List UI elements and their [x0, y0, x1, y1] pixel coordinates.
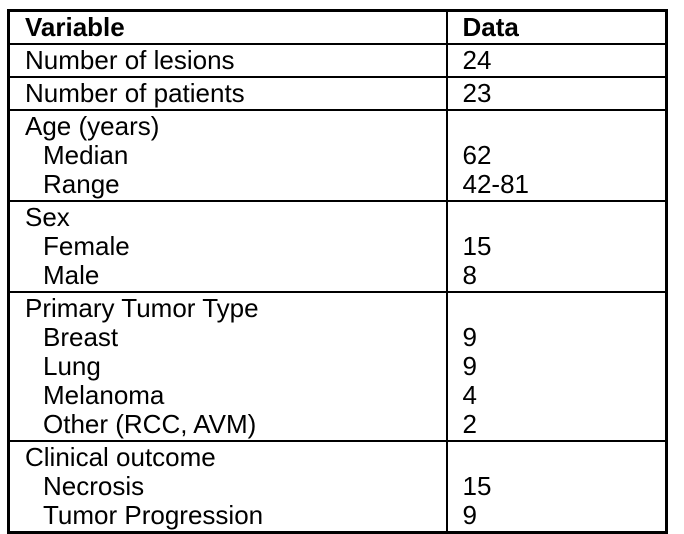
patient-statistics-table-container: Variable Data Number of lesions 24 Numbe…: [7, 9, 668, 534]
column-header-variable: Variable: [7, 9, 448, 45]
group-value-blank: [463, 443, 662, 472]
table-row-age: Age (years) Median Range 62 42-81: [7, 109, 668, 202]
group-value-blank: [463, 203, 662, 232]
sub-row-label: Male: [43, 260, 100, 290]
sub-row-value: 15: [462, 231, 492, 261]
group-label: Age (years): [25, 111, 160, 141]
sub-row-label: Median: [43, 140, 129, 170]
sub-row-value: 9: [462, 322, 477, 352]
column-header-variable-label: Variable: [25, 12, 125, 42]
sub-row-value: 42-81: [462, 169, 530, 199]
variable-cell: Clinical outcome Necrosis Tumor Progress…: [7, 440, 448, 534]
data-cell: 62 42-81: [445, 109, 668, 202]
sub-row-label: Tumor Progression: [43, 500, 264, 530]
column-header-data: Data: [445, 9, 668, 45]
table-row-number-of-lesions: Number of lesions 24: [7, 43, 668, 78]
row-label: Number of patients: [25, 78, 245, 108]
variable-cell: Number of patients: [7, 76, 448, 111]
group-value-blank: [463, 112, 662, 141]
sub-row-label: Breast: [43, 322, 119, 352]
row-value: 24: [462, 45, 492, 75]
variable-cell: Sex Female Male: [7, 200, 448, 293]
sub-row-label: Range: [43, 169, 120, 199]
data-cell: 23: [445, 76, 668, 111]
sub-row-value: 9: [462, 500, 477, 530]
patient-statistics-table: Variable Data Number of lesions 24 Numbe…: [7, 9, 668, 534]
table-row-sex: Sex Female Male 15 8: [7, 200, 668, 293]
sub-row-value: 15: [462, 471, 492, 501]
data-cell: 15 8: [445, 200, 668, 293]
group-label: Clinical outcome: [25, 442, 216, 472]
group-label: Primary Tumor Type: [25, 293, 259, 323]
table-row-primary-tumor-type: Primary Tumor Type Breast Lung Melanoma …: [7, 291, 668, 442]
sub-row-value: 9: [462, 351, 477, 381]
table-row-number-of-patients: Number of patients 23: [7, 76, 668, 111]
table-row-clinical-outcome: Clinical outcome Necrosis Tumor Progress…: [7, 440, 668, 534]
sub-row-label: Lung: [43, 351, 101, 381]
group-label: Sex: [25, 202, 70, 232]
row-value: 23: [462, 78, 492, 108]
sub-row-label: Female: [43, 231, 130, 261]
sub-row-value: 2: [462, 409, 477, 439]
data-cell: 9 9 4 2: [445, 291, 668, 442]
column-header-data-label: Data: [462, 12, 519, 42]
sub-row-label: Other (RCC, AVM): [43, 409, 257, 439]
sub-row-value: 4: [462, 380, 477, 410]
variable-cell: Primary Tumor Type Breast Lung Melanoma …: [7, 291, 448, 442]
variable-cell: Number of lesions: [7, 43, 448, 78]
sub-row-label: Melanoma: [43, 380, 165, 410]
sub-row-label: Necrosis: [43, 471, 145, 501]
table-header-row: Variable Data: [7, 9, 668, 45]
row-label: Number of lesions: [25, 45, 235, 75]
sub-row-value: 8: [462, 260, 477, 290]
sub-row-value: 62: [462, 140, 492, 170]
variable-cell: Age (years) Median Range: [7, 109, 448, 202]
data-cell: 24: [445, 43, 668, 78]
group-value-blank: [463, 294, 662, 323]
data-cell: 15 9: [445, 440, 668, 534]
